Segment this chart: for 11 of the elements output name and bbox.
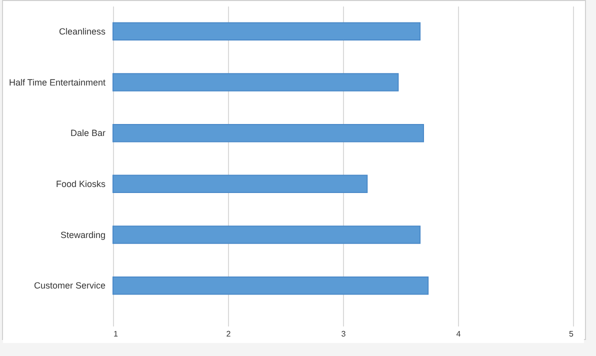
- y-tick-label: Customer Service: [34, 280, 106, 291]
- x-tick-label: 2: [226, 330, 232, 338]
- y-tick-label: Half Time Entertainment: [8, 77, 106, 88]
- y-tick-label: Food Kiosks: [56, 178, 106, 189]
- x-tick-label: 1: [114, 330, 118, 338]
- y-tick-label: Dale Bar: [70, 128, 106, 138]
- y-tick-label: Cleanliness: [58, 26, 106, 36]
- x-tick-label: 3: [341, 330, 346, 338]
- y-tick-label: Stewarding: [60, 230, 106, 240]
- x-tick-label: 4: [456, 330, 462, 338]
- x-tick-label: 5: [569, 330, 574, 338]
